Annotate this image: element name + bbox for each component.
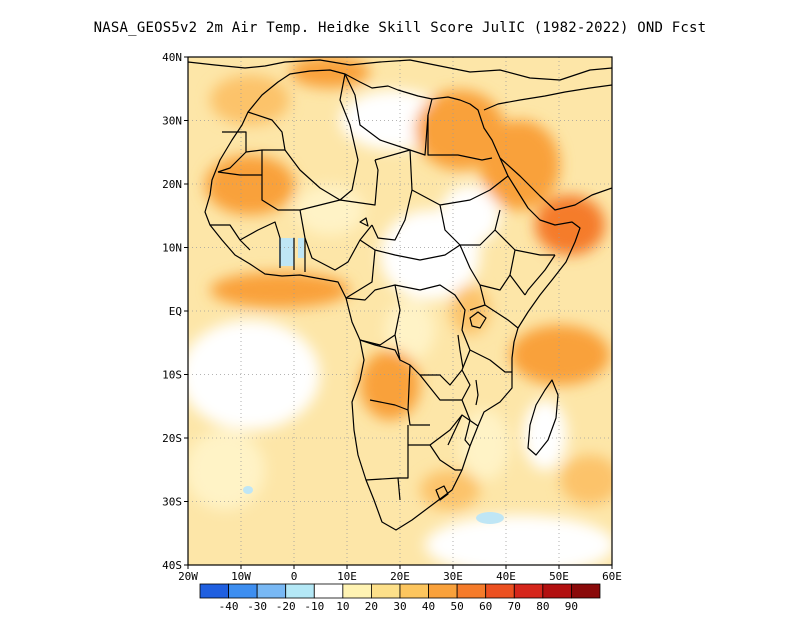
colorbar-label: -30	[247, 600, 267, 613]
field-patch-orange-redsea	[480, 120, 560, 210]
field-patch-blue-ghana	[279, 238, 294, 266]
colorbar-swatch	[371, 583, 401, 599]
colorbar-swatch	[342, 583, 372, 599]
lat-label: 10N	[162, 242, 182, 255]
border-egypt-sudan	[427, 115, 493, 161]
colorbar-swatch	[399, 583, 429, 599]
lat-label: 30S	[162, 496, 182, 509]
lake-malawi	[475, 379, 479, 406]
colorbar-labels: -40 -30 -20 -10 10 20 30 40 50 60 70 80 90	[219, 600, 578, 613]
field-patch-orange-gulf	[210, 272, 350, 308]
border-tanzania	[469, 304, 512, 373]
field-patch-white-sahel	[295, 185, 365, 235]
colorbar-label: 90	[565, 600, 578, 613]
colorbar-label: 40	[422, 600, 435, 613]
border-cameroon-car	[345, 239, 461, 299]
lesotho	[435, 485, 449, 501]
mediterranean-north	[188, 59, 612, 81]
colorbar-label: 60	[479, 600, 492, 613]
coastlines-and-borders	[188, 59, 612, 531]
lake-victoria	[469, 311, 487, 329]
field-patch-orange-horn	[535, 195, 605, 255]
latitude-labels: 40N 30N 20N 10N EQ 10S 20S 30S 40S	[162, 51, 188, 572]
lon-label: 20E	[390, 570, 410, 583]
field-patch-orange-angola	[360, 350, 420, 420]
lake-chad	[359, 217, 369, 227]
field-patch-orange-southwest	[560, 455, 612, 505]
longitude-labels: 20W 10W 0 10E 20E 30E 40E 50E 60E	[178, 565, 622, 583]
lon-label: 30E	[443, 570, 463, 583]
colorbar-swatch	[313, 583, 344, 599]
field-patch-blue-southwest	[243, 486, 253, 494]
field-patch-orange-indian	[510, 325, 610, 385]
colorbar-label: -10	[304, 600, 324, 613]
lon-label: 20W	[178, 570, 198, 583]
field-patch-white-atlantic	[188, 320, 320, 430]
field-patch-white-mozambique	[460, 410, 510, 480]
lon-label: 60E	[602, 570, 622, 583]
colorbar-swatch	[228, 583, 258, 599]
colorbar-swatch	[285, 583, 315, 599]
lat-label: 10S	[162, 369, 182, 382]
field-patch-blue-togo	[298, 238, 304, 258]
border-chad	[371, 149, 413, 241]
field-patch-orange-southafrica	[420, 470, 480, 510]
lon-label: 10E	[337, 570, 357, 583]
map-title: NASA_GEOS5v2 2m Air Temp. Heidke Skill S…	[93, 20, 707, 36]
lat-label: 20S	[162, 432, 182, 445]
field-patch-orange-morocco	[210, 75, 290, 125]
lat-label: 40S	[162, 559, 182, 572]
border-uganda-kenya	[459, 244, 519, 329]
border-angola	[359, 339, 430, 426]
colorbar-label: 50	[451, 600, 464, 613]
colorbar-swatch	[428, 583, 458, 599]
colorbar-label: 30	[393, 600, 406, 613]
lat-label: EQ	[169, 305, 182, 318]
lon-label: 40E	[496, 570, 516, 583]
colorbar-swatch	[456, 583, 487, 599]
border-drc	[394, 284, 471, 386]
border-morocco	[245, 111, 286, 153]
colorbar-label: 10	[336, 600, 349, 613]
colorbar-label: 70	[508, 600, 521, 613]
border-mali-niger	[261, 150, 379, 211]
border-mauritania	[217, 171, 262, 176]
field-patch-orange-westafrica	[205, 155, 295, 215]
field-patch-white-east	[440, 185, 500, 245]
field-patch-blue-south	[476, 512, 504, 524]
lake-tanganyika	[457, 334, 464, 369]
border-wsahara	[217, 131, 247, 173]
lat-label: 40N	[162, 51, 182, 64]
colorbar-swatch	[199, 583, 229, 599]
border-mozambique	[447, 399, 471, 447]
lon-label: 10W	[231, 570, 251, 583]
madagascar	[527, 379, 559, 456]
colorbar-label: -20	[276, 600, 296, 613]
border-sudan	[411, 175, 509, 246]
colorbar	[199, 583, 601, 599]
colorbar-label: 20	[365, 600, 378, 613]
colorbar-label: 80	[536, 600, 549, 613]
border-gabon-congo	[345, 284, 401, 346]
colorbar-swatch	[513, 583, 544, 599]
lon-label: 0	[291, 570, 298, 583]
lat-label: 30N	[162, 115, 182, 128]
colorbar-swatch	[485, 583, 515, 599]
colorbar-swatch	[256, 583, 287, 599]
field-patch-white-southatl	[188, 430, 265, 510]
colorbar-label: -40	[219, 600, 239, 613]
border-westcoast	[210, 221, 306, 272]
border-algeria	[284, 73, 359, 201]
lon-label: 50E	[549, 570, 569, 583]
arabian-peninsula	[483, 84, 612, 211]
lat-label: 20N	[162, 178, 182, 191]
field-patch-white-southern	[425, 515, 612, 565]
colorbar-swatch	[542, 583, 572, 599]
border-somalia	[524, 254, 556, 296]
border-namibia-botswana	[365, 425, 462, 481]
colorbar-swatch	[571, 583, 601, 599]
